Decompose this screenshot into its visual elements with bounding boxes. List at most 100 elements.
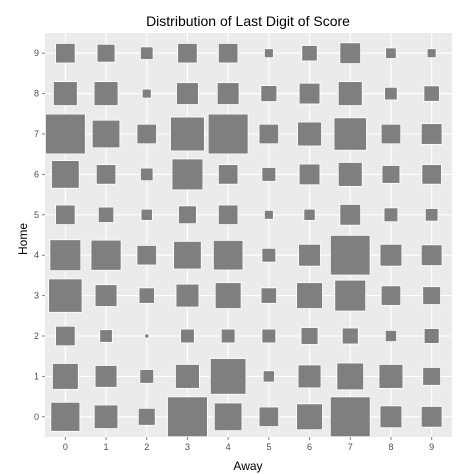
tile-away-6-home-9 (301, 45, 318, 62)
tile-away-4-home-7 (207, 113, 249, 155)
tile-away-5-home-0 (258, 406, 280, 427)
tile-away-5-home-8 (260, 85, 278, 102)
y-tick-label: 2 (34, 331, 39, 341)
tile-away-9-home-2 (423, 328, 440, 344)
tile-away-3-home-4 (173, 240, 202, 270)
tile-away-1-home-0 (93, 404, 119, 429)
tile-away-8-home-6 (381, 165, 401, 184)
x-tick-label: 5 (266, 442, 271, 452)
y-tick-label: 0 (34, 412, 39, 422)
tile-away-1-home-8 (93, 81, 119, 106)
tile-away-1-home-5 (97, 206, 115, 223)
tile-away-8-home-3 (380, 285, 402, 306)
tile-away-3-home-9 (177, 43, 198, 64)
x-axis-title: Away (233, 459, 262, 473)
tile-away-4-home-4 (212, 240, 244, 271)
y-tick-label: 6 (34, 169, 39, 179)
tile-away-2-home-5 (140, 208, 153, 221)
tile-away-9-home-4 (420, 244, 443, 266)
tile-away-2-home-4 (136, 245, 157, 266)
tile-away-7-home-9 (339, 42, 362, 64)
x-tick-label: 0 (63, 442, 68, 452)
tile-away-2-home-8 (141, 88, 152, 99)
x-tick-label: 6 (307, 442, 312, 452)
tile-away-9-home-3 (422, 286, 441, 305)
tile-away-8-home-9 (385, 47, 397, 59)
tile-away-7-home-8 (337, 81, 363, 106)
tile-away-3-home-0 (167, 396, 208, 438)
y-tick-label: 3 (34, 291, 39, 301)
tile-away-0-home-3 (48, 278, 83, 313)
tile-away-8-home-5 (383, 207, 399, 223)
tile-away-2-home-9 (140, 46, 154, 60)
tile-away-9-home-1 (422, 367, 441, 386)
tile-away-8-home-0 (379, 405, 403, 429)
tile-away-4-home-9 (217, 43, 239, 64)
tile-away-4-home-6 (217, 164, 239, 185)
tile-away-1-home-9 (96, 43, 116, 63)
x-tick-label: 7 (348, 442, 353, 452)
tile-away-8-home-4 (379, 243, 403, 267)
tile-away-1-home-7 (91, 119, 121, 149)
tile-away-1-home-3 (94, 284, 118, 307)
tile-away-7-home-5 (339, 204, 362, 226)
y-axis-title: Home (16, 223, 30, 255)
tile-away-5-home-2 (261, 328, 277, 344)
x-tick-label: 4 (226, 442, 231, 452)
tile-away-0-home-6 (51, 160, 80, 189)
tile-away-6-home-7 (297, 121, 322, 147)
tile-away-3-home-5 (178, 205, 197, 225)
tile-away-5-home-7 (258, 123, 280, 145)
x-axis: 0 1 2 3 4 5 6 7 8 9 (63, 437, 434, 452)
tile-away-0-home-8 (52, 81, 78, 106)
y-tick-label: 9 (34, 48, 39, 58)
tile-away-5-home-6 (261, 167, 277, 182)
tile-away-7-home-6 (337, 162, 363, 187)
tile-away-4-home-1 (209, 358, 247, 395)
y-tick-label: 7 (34, 129, 39, 139)
tile-away-7-home-0 (329, 396, 371, 438)
x-tick-label: 2 (144, 442, 149, 452)
tile-away-5-home-4 (261, 247, 277, 263)
tile-away-6-home-0 (296, 403, 323, 431)
tile-away-1-home-2 (99, 329, 113, 343)
tile-away-9-home-5 (424, 208, 439, 222)
tile-away-5-home-1 (262, 370, 275, 383)
tile-away-6-home-6 (298, 163, 321, 186)
tile-away-1-home-6 (95, 164, 117, 185)
tile-away-7-home-4 (330, 234, 371, 276)
tile-away-9-home-8 (423, 85, 440, 102)
tile-away-6-home-5 (303, 208, 316, 221)
x-tick-label: 8 (388, 442, 393, 452)
tile-away-6-home-2 (300, 327, 319, 345)
tile-away-9-home-0 (420, 406, 443, 428)
tile-away-6-home-8 (298, 82, 321, 105)
tile-away-0-home-9 (55, 43, 76, 64)
tile-away-4-home-8 (216, 82, 240, 105)
y-tick-label: 1 (34, 371, 39, 381)
tile-away-9-home-7 (420, 123, 443, 145)
y-axis: 0 1 2 3 4 5 6 7 8 9 (34, 48, 45, 422)
tile-away-5-home-3 (260, 287, 277, 304)
tile-away-8-home-1 (378, 364, 404, 389)
tile-away-6-home-4 (298, 243, 321, 267)
tile-away-2-home-3 (138, 287, 155, 304)
tile-away-8-home-7 (380, 123, 402, 145)
tile-away-2-home-1 (139, 369, 155, 384)
tile-away-2-home-7 (136, 123, 157, 145)
tile-away-3-home-6 (171, 158, 204, 191)
tile-away-6-home-1 (297, 364, 322, 389)
tile-away-0-home-5 (55, 204, 76, 225)
tile-away-0-home-1 (52, 363, 79, 390)
y-tick-label: 8 (34, 89, 39, 99)
tile-away-7-home-2 (341, 327, 359, 345)
tile-away-2-home-6 (140, 167, 154, 182)
x-tick-label: 9 (429, 442, 434, 452)
y-tick-label: 5 (34, 210, 39, 220)
tile-away-3-home-2 (180, 328, 195, 344)
tile-away-0-home-7 (45, 113, 86, 155)
tile-away-1-home-1 (94, 365, 118, 388)
tile-away-5-home-5 (263, 209, 274, 220)
tile-away-0-home-4 (49, 239, 82, 272)
tile-away-3-home-7 (170, 116, 205, 152)
